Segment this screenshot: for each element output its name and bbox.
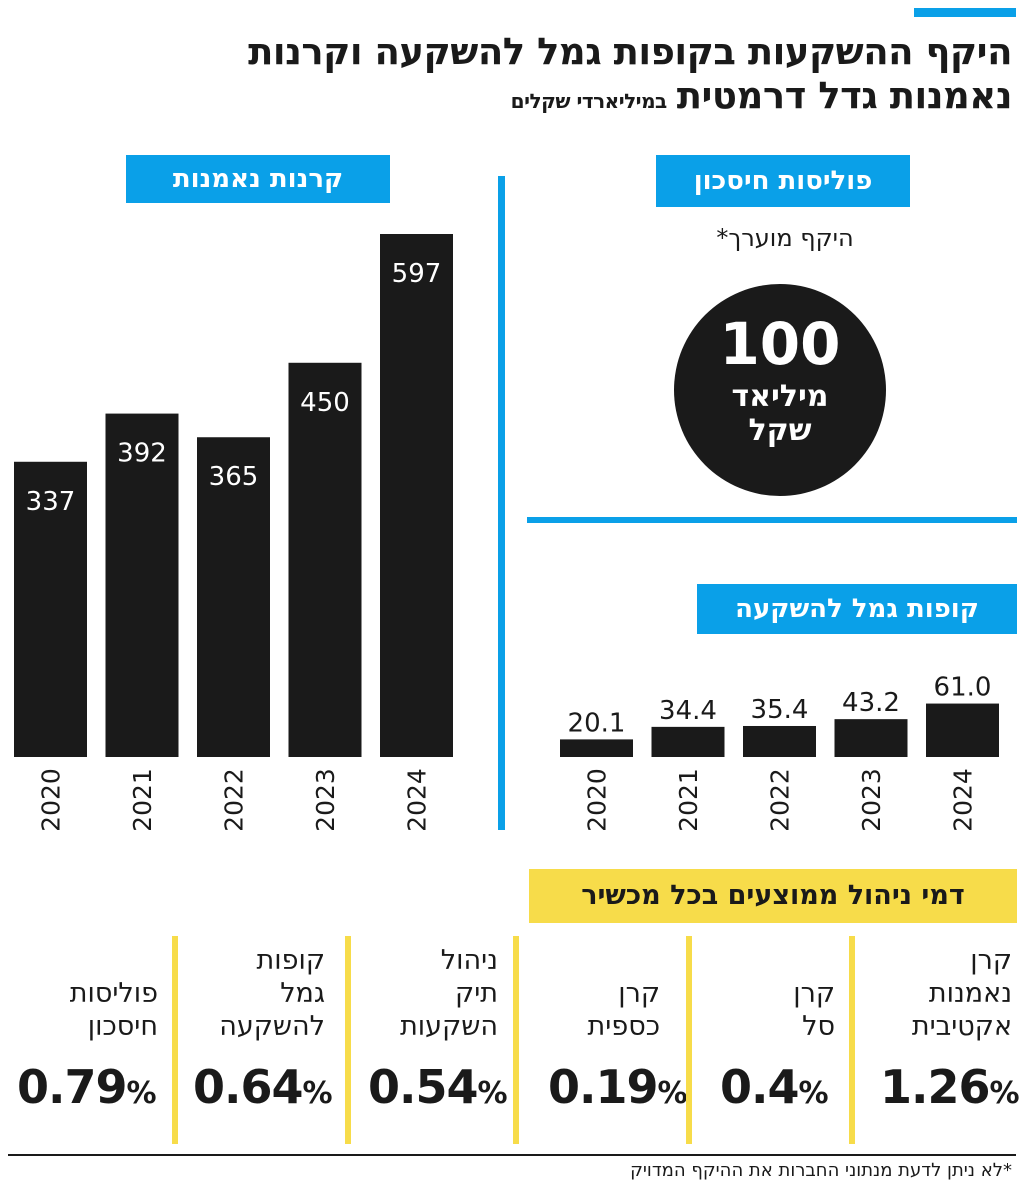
fee-separator [345,936,351,1144]
fee-name-line: קופות [256,945,325,976]
fee-name-line: השקעות [400,1011,498,1042]
x-tick-label: 2022 [220,768,249,832]
bar-2020 [14,461,87,757]
bar-value-label: 43.2 [842,688,900,718]
fee-name-line: נאמנות [928,978,1012,1009]
bar-2024 [926,703,999,757]
fee-value-number: 0.64 [193,1060,303,1114]
fee-value-percent: % [989,1076,1020,1111]
bar-2021 [651,726,725,757]
fee-name-line: כספית [587,1011,660,1042]
gemel-funds-label: קופות גמל להשקעה [697,584,1017,634]
bar-value-label: 450 [300,388,350,418]
bar-charts: 337 2020 392 2021 365 2022 450 2023 597 2024 20.1… [14,234,999,832]
policies-unit-line-1: מיליאד [731,379,829,414]
fee-value-number: 0.79 [17,1060,127,1114]
fee-name-0: קרן נאמנות אקטיבית [862,944,1012,1043]
fee-value-percent: % [302,1076,333,1111]
bar-value-label: 20.1 [568,708,626,738]
bar-value-label: 61.0 [934,673,992,703]
vertical-divider [498,176,505,830]
x-tick-label: 2022 [766,768,795,832]
title-line-1: היקף ההשקעות בקופות גמל להשקעה וקרנות [248,30,1012,73]
fee-value-number: 0.54 [368,1060,478,1114]
fee-value-percent: % [477,1076,508,1111]
fee-value-3: 0.54% [368,1060,538,1114]
fee-name-4: קופות גמל להשקעה [175,944,325,1043]
x-tick-label: 2024 [949,768,978,832]
policies-circle: 100 מיליאד שקל [674,284,886,496]
fee-separator [849,936,855,1144]
bar-2023 [834,719,908,757]
title-line-2: נאמנות גדל דרמטית במיליארדי שקלים [12,74,1013,123]
fee-value-percent: % [657,1076,688,1111]
horizontal-divider [527,517,1017,523]
x-tick-label: 2020 [37,768,66,832]
bar-2024 [380,234,453,757]
page-title: היקף ההשקעות בקופות גמל להשקעה וקרנות נא… [12,30,1012,123]
fee-name-line: להשקעה [219,1011,325,1042]
fee-value-0: 1.26% [880,1060,1024,1114]
bottom-rule [8,1154,1016,1156]
policies-value: 100 [719,310,841,378]
mutual-funds-label: קרנות נאמנות [126,155,390,203]
fee-value-number: 1.26 [880,1060,990,1114]
fee-name-2: קרן כספית [510,977,660,1043]
fee-name-line: גמל [280,978,325,1009]
policies-unit: מיליאד שקל [674,380,886,448]
bar-value-label: 365 [209,462,259,492]
policies-caption: היקף מוערך* [716,224,854,252]
bar-value-label: 597 [392,259,442,289]
x-tick-label: 2023 [857,768,886,832]
fee-value-4: 0.64% [193,1060,363,1114]
fee-name-5: פוליסות חיסכון [8,977,158,1043]
fee-name-1: קרן סל [685,977,835,1043]
x-tick-label: 2021 [674,768,703,832]
fee-value-percent: % [798,1076,829,1111]
fee-value-percent: % [126,1076,157,1111]
bar-2020 [560,739,633,757]
bar-2022 [743,725,816,757]
bar-2021 [105,413,179,757]
title-unit: במיליארדי שקלים [510,89,668,113]
fee-name-3: ניהול תיק השקעות [348,944,498,1043]
fee-value-1: 0.4% [720,1060,890,1114]
x-tick-label: 2023 [311,768,340,832]
x-tick-label: 2024 [403,768,432,832]
bar-value-label: 337 [26,487,76,517]
fee-separator [172,936,178,1144]
title-line-2-text: נאמנות גדל דרמטית [676,74,1013,117]
fee-name-line: סל [802,1011,835,1042]
footnote: *לא ניתן לדעת מנתוני החברות את ההיקף המד… [630,1160,1012,1181]
fee-value-number: 0.19 [548,1060,658,1114]
policies-unit-line-2: שקל [748,413,812,448]
savings-policies-label: פוליסות חיסכון [656,155,910,207]
fee-name-line: אקטיבית [911,1011,1012,1042]
mutual-funds-chart: 337 2020 392 2021 365 2022 450 2023 597 2024 [14,234,453,832]
bar-value-label: 392 [117,439,167,469]
gemel-funds-chart: 20.1 2020 34.4 2021 35.4 2022 43.2 2023 61.0 2024 [560,673,999,832]
fees-header: דמי ניהול ממוצעים בכל מכשיר [529,869,1017,923]
top-accent-bar [914,8,1016,17]
fee-name-line: קרן [618,978,660,1009]
fee-name-line: תיק [455,978,498,1009]
fee-value-2: 0.19% [548,1060,718,1114]
bar-value-label: 34.4 [659,696,717,726]
bar-value-label: 35.4 [751,695,809,725]
fee-name-line: פוליסות [69,978,158,1009]
bar-2023 [288,362,362,757]
fee-value-number: 0.4 [720,1060,799,1114]
fee-name-line: קרן [793,978,835,1009]
fee-separator [513,936,519,1144]
x-tick-label: 2020 [583,768,612,832]
x-tick-label: 2021 [128,768,157,832]
fee-name-line: קרן [970,945,1012,976]
fee-separator [686,936,692,1144]
fee-value-5: 0.79% [17,1060,187,1114]
fee-name-line: חיסכון [87,1011,158,1042]
fee-name-line: ניהול [440,945,498,976]
bar-2022 [197,437,270,757]
